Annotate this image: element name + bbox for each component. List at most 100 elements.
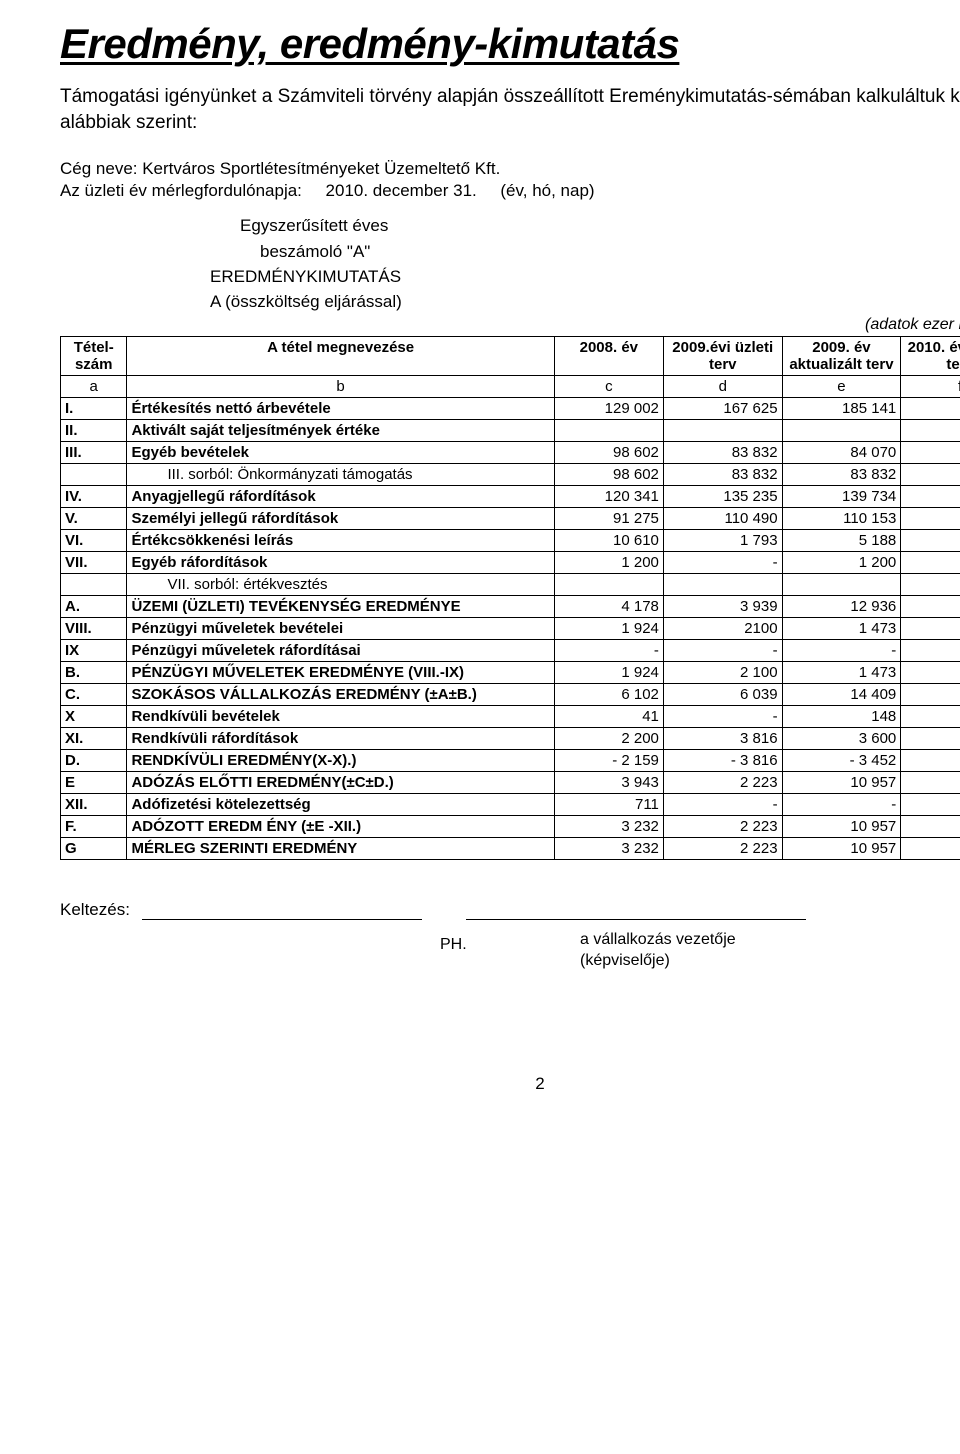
col-letter-a: a [61, 376, 127, 398]
cell-2008: 3 232 [554, 838, 663, 860]
row-id: II. [61, 420, 127, 442]
cell-2010-plan: 148 [901, 706, 960, 728]
row-id: F. [61, 816, 127, 838]
th-2010-plan: 2010. évi üzleti terv [901, 337, 960, 376]
cell-2010-plan: 75 957 [901, 442, 960, 464]
table-row: B.PÉNZÜGYI MŰVELETEK EREDMÉNYE (VIII.-IX… [61, 662, 960, 684]
table-row: VI.Értékcsökkenési leírás10 6101 7935 18… [61, 530, 960, 552]
table-row: D.RENDKÍVÜLI EREDMÉNY(X-X).)- 2 159- 3 8… [61, 750, 960, 772]
subheader-4: A (összköltség eljárással) [210, 291, 960, 312]
table-row: VII. sorból: értékvesztés [61, 574, 960, 596]
cell-2008: 10 610 [554, 530, 663, 552]
cell-2009-act: 1 200 [782, 552, 901, 574]
cell-2009-act: 12 936 [782, 596, 901, 618]
cell-2008: 2 200 [554, 728, 663, 750]
cell-2008: 91 275 [554, 508, 663, 530]
cell-2008: 98 602 [554, 442, 663, 464]
cell-2010-plan: 110 104 [901, 508, 960, 530]
cell-2009-plan: 167 625 [663, 398, 782, 420]
cell-2008: - [554, 640, 663, 662]
cell-2009-act: 1 473 [782, 662, 901, 684]
income-statement-table: Tétel-szám A tétel megnevezése 2008. év … [60, 336, 960, 860]
col-letter-b: b [127, 376, 554, 398]
cell-2010-plan: 3 251 [901, 530, 960, 552]
intro-text: Támogatási igényünket a Számviteli törvé… [60, 84, 960, 135]
row-id: IV. [61, 486, 127, 508]
cell-2008: 1 924 [554, 618, 663, 640]
cell-2009-plan: 2100 [663, 618, 782, 640]
cell-2010-plan: - 3 452 [901, 750, 960, 772]
row-name: III. sorból: Önkormányzati támogatás [127, 464, 554, 486]
cell-2009-plan: 3 939 [663, 596, 782, 618]
row-name: Pénzügyi műveletek bevételei [127, 618, 554, 640]
footer: Keltezés: a vállalkozás vezetője (képvis… [60, 900, 960, 954]
row-name: ÜZEMI (ÜZLETI) TEVÉKENYSÉG EREDMÉNYE [127, 596, 554, 618]
date-suffix: (év, hó, nap) [500, 181, 594, 200]
table-row: C.SZOKÁSOS VÁLLALKOZÁS EREDMÉNY (±A±B.)6… [61, 684, 960, 706]
signer-role-2: (képviselője) [580, 951, 960, 972]
table-row: XI.Rendkívüli ráfordítások2 2003 8163 60… [61, 728, 960, 750]
cell-2009-plan: 135 235 [663, 486, 782, 508]
cell-2009-plan [663, 420, 782, 442]
row-id: VIII. [61, 618, 127, 640]
col-letter-e: e [782, 376, 901, 398]
cell-2009-act: - 3 452 [782, 750, 901, 772]
row-id: V. [61, 508, 127, 530]
cell-2010-plan: 1 979 [901, 596, 960, 618]
date-line: Az üzleti év mérlegfordulónapja: 2010. d… [60, 181, 960, 201]
cell-2008: 120 341 [554, 486, 663, 508]
row-id: C. [61, 684, 127, 706]
cell-2009-act: 5 188 [782, 530, 901, 552]
cell-2010-plan: 0 [901, 772, 960, 794]
col-letter-f: f [901, 376, 960, 398]
row-id: D. [61, 750, 127, 772]
cell-2008 [554, 574, 663, 596]
row-id: E [61, 772, 127, 794]
page-number: 2 [60, 1074, 960, 1094]
row-id [61, 464, 127, 486]
cell-2009-plan: 6 039 [663, 684, 782, 706]
cell-2009-plan: 2 223 [663, 838, 782, 860]
cell-2009-plan: 3 816 [663, 728, 782, 750]
page-title: Eredmény, eredmény-kimutatás [60, 20, 960, 68]
cell-2009-plan: 2 223 [663, 772, 782, 794]
cell-2010-plan: 75 957 [901, 464, 960, 486]
table-row: V.Személyi jellegű ráfordítások91 275110… [61, 508, 960, 530]
row-name: MÉRLEG SZERINTI EREDMÉNY [127, 838, 554, 860]
cell-2008: 41 [554, 706, 663, 728]
cell-2008: 3 232 [554, 816, 663, 838]
cell-2008 [554, 420, 663, 442]
cell-2009-plan: - [663, 552, 782, 574]
table-body: I.Értékesítés nettó árbevétele129 002167… [61, 398, 960, 860]
cell-2009-act: 83 832 [782, 464, 901, 486]
company-line: Cég neve: Kertváros Sportlétesítményeket… [60, 159, 960, 179]
cell-2008: 4 178 [554, 596, 663, 618]
table-row: VIII.Pénzügyi műveletek bevételei1 92421… [61, 618, 960, 640]
cell-2010-plan [901, 574, 960, 596]
cell-2009-act: 1 473 [782, 618, 901, 640]
th-id: Tétel-szám [61, 337, 127, 376]
cell-2010-plan: 3 452 [901, 684, 960, 706]
cell-2009-act: 10 957 [782, 816, 901, 838]
row-id: XII. [61, 794, 127, 816]
cell-2008: 6 102 [554, 684, 663, 706]
table-row: III. sorból: Önkormányzati támogatás98 6… [61, 464, 960, 486]
row-name: Aktivált saját teljesítmények értéke [127, 420, 554, 442]
cell-2008: 98 602 [554, 464, 663, 486]
cell-2009-plan: 83 832 [663, 442, 782, 464]
row-id: I. [61, 398, 127, 420]
cell-2009-plan: 2 100 [663, 662, 782, 684]
cell-2010-plan: - [901, 640, 960, 662]
th-2009-plan: 2009.évi üzleti terv [663, 337, 782, 376]
table-letter-row: a b c d e f [61, 376, 960, 398]
cell-2010-plan [901, 420, 960, 442]
cell-2010-plan: - [901, 816, 960, 838]
cell-2009-act: 110 153 [782, 508, 901, 530]
row-name: Anyagjellegű ráfordítások [127, 486, 554, 508]
table-row: IV.Anyagjellegű ráfordítások120 341135 2… [61, 486, 960, 508]
table-row: II.Aktivált saját teljesítmények értéke [61, 420, 960, 442]
row-id: G [61, 838, 127, 860]
table-row: XRendkívüli bevételek41-148148 [61, 706, 960, 728]
table-row: XII.Adófizetési kötelezettség711--- [61, 794, 960, 816]
table-row: IXPénzügyi műveletek ráfordításai---- [61, 640, 960, 662]
